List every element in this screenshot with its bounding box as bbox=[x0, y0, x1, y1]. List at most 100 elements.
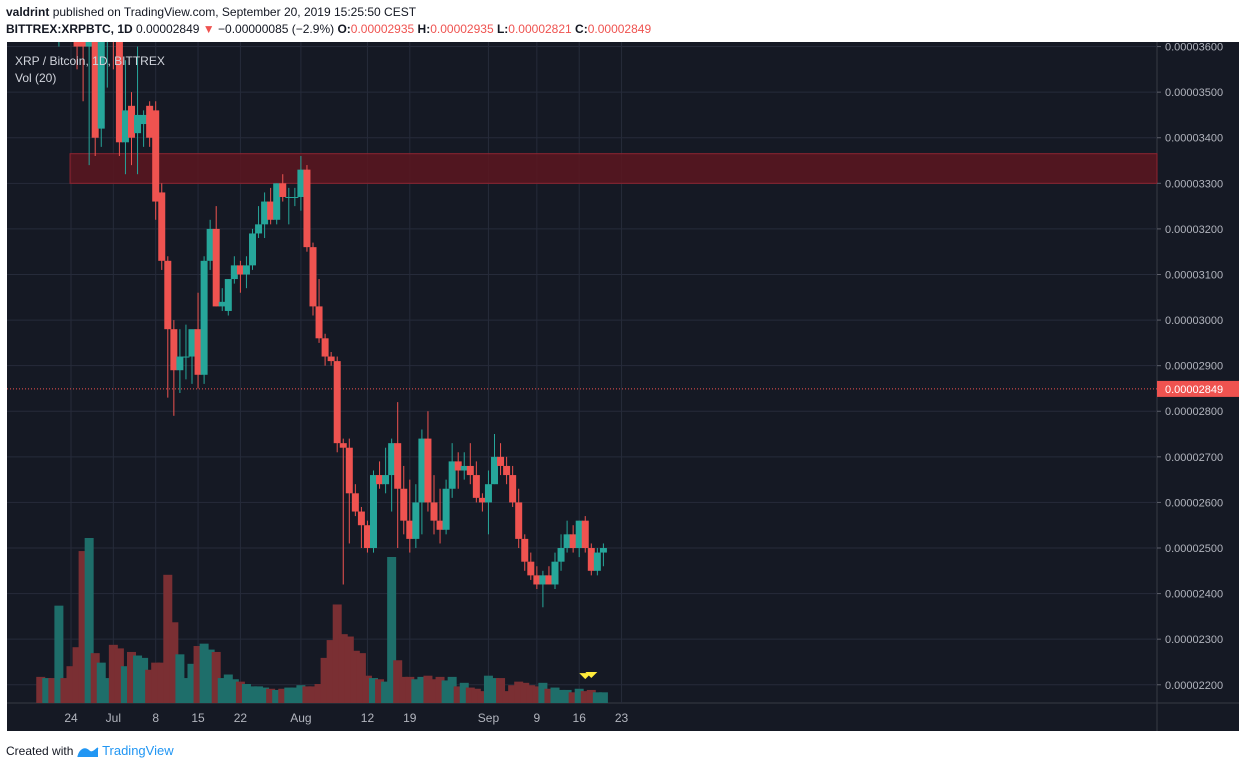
volume-bar bbox=[163, 574, 173, 703]
volume-bar bbox=[248, 686, 257, 703]
candle-body bbox=[134, 114, 142, 134]
candle-body bbox=[345, 447, 353, 494]
candle-body bbox=[478, 497, 486, 503]
volume-bar bbox=[514, 681, 524, 703]
volume-bar bbox=[302, 686, 312, 703]
volume-bar bbox=[496, 678, 506, 703]
candle-body bbox=[115, 42, 123, 143]
volume-bar bbox=[381, 681, 391, 703]
volume-bar bbox=[508, 685, 518, 703]
price-tick-label: 0.00003200 bbox=[1165, 224, 1223, 236]
volume-bar bbox=[502, 691, 512, 703]
candle-body bbox=[394, 443, 402, 489]
volume-bar bbox=[72, 647, 82, 703]
time-axis[interactable] bbox=[7, 703, 1239, 731]
candle-body bbox=[218, 301, 226, 307]
volume-bar bbox=[139, 657, 149, 703]
down-triangle-icon: ▼ bbox=[202, 22, 215, 36]
resistance-zone bbox=[69, 153, 1158, 184]
candle-body bbox=[503, 465, 511, 476]
candle-body bbox=[587, 548, 595, 571]
candle-body bbox=[285, 196, 293, 198]
volume-bar bbox=[520, 682, 530, 703]
volume-bar bbox=[490, 678, 499, 703]
time-tick-label: 22 bbox=[234, 711, 248, 725]
candle-body bbox=[61, 0, 68, 6]
volume-bar bbox=[102, 678, 112, 703]
volume-bar bbox=[296, 685, 306, 703]
tradingview-link[interactable]: TradingView bbox=[102, 743, 174, 758]
candle-body bbox=[406, 520, 414, 539]
volume-bar bbox=[84, 538, 94, 703]
volume-bar bbox=[429, 679, 439, 703]
volume-bar bbox=[235, 681, 245, 703]
candle-body bbox=[110, 10, 117, 19]
open-value: 0.00002935 bbox=[350, 22, 415, 36]
volume-bar bbox=[526, 685, 536, 703]
volume-bar bbox=[356, 653, 366, 703]
candle-body bbox=[79, 42, 87, 47]
volume-bar bbox=[465, 687, 475, 703]
volume-bar bbox=[127, 651, 136, 703]
volume-bar bbox=[229, 679, 239, 703]
volume-bar bbox=[48, 678, 58, 703]
volume-bar bbox=[477, 691, 487, 703]
candle-body bbox=[291, 196, 299, 198]
candle-body bbox=[472, 475, 480, 498]
price-tick-label: 0.00002200 bbox=[1165, 680, 1223, 692]
candle-body bbox=[436, 520, 444, 530]
candle-body bbox=[533, 575, 541, 585]
volume-bar bbox=[326, 640, 336, 703]
time-tick-label: Sep bbox=[478, 711, 500, 725]
volume-bar bbox=[211, 651, 221, 703]
candle-body bbox=[339, 443, 347, 448]
candle-body bbox=[357, 511, 365, 526]
volume-bar bbox=[405, 676, 415, 703]
volume-bar bbox=[350, 650, 360, 703]
volume-bar bbox=[441, 680, 451, 703]
candle-body bbox=[460, 465, 468, 471]
candle-body bbox=[569, 534, 577, 549]
volume-bar bbox=[423, 675, 433, 703]
time-tick-label: Aug bbox=[290, 711, 311, 725]
candle-body bbox=[200, 260, 208, 375]
high-label: H: bbox=[417, 22, 431, 36]
volume-bar bbox=[417, 676, 427, 703]
candle-body bbox=[230, 265, 238, 280]
candle-body bbox=[303, 169, 311, 248]
volume-bar bbox=[254, 686, 264, 703]
volume-bar bbox=[114, 648, 124, 703]
volume-bar bbox=[598, 692, 608, 703]
candle-body bbox=[454, 461, 462, 471]
volume-bar bbox=[266, 688, 276, 703]
candle-body bbox=[249, 233, 256, 266]
time-tick-label: 9 bbox=[534, 711, 541, 725]
candle-body bbox=[509, 475, 517, 503]
close-value: 0.00002849 bbox=[587, 22, 652, 36]
candle-body bbox=[121, 110, 129, 143]
volume-bar bbox=[447, 676, 457, 703]
candle-body bbox=[236, 265, 244, 275]
candle-body bbox=[128, 105, 135, 138]
candle-body bbox=[563, 534, 571, 549]
time-tick-label: 12 bbox=[361, 711, 375, 725]
tradingview-logo-icon bbox=[76, 747, 99, 758]
candle-body bbox=[497, 456, 505, 466]
candle-body bbox=[140, 114, 148, 125]
time-tick-label: 24 bbox=[64, 711, 78, 725]
price-axis[interactable] bbox=[1157, 42, 1239, 703]
created-with-label: Created with bbox=[6, 744, 74, 758]
volume-bar bbox=[453, 686, 463, 703]
volume-bar bbox=[96, 662, 106, 703]
volume-bar bbox=[145, 669, 155, 703]
candle-body bbox=[539, 575, 547, 585]
volume-bar bbox=[574, 688, 584, 703]
price-tick-label: 0.00003000 bbox=[1165, 315, 1223, 327]
candle-body bbox=[363, 525, 371, 549]
candle-body bbox=[545, 575, 553, 585]
author-name[interactable]: valdrint bbox=[6, 5, 50, 19]
volume-bar bbox=[471, 688, 481, 703]
volume-bar bbox=[544, 688, 554, 703]
volume-bar bbox=[411, 679, 421, 703]
